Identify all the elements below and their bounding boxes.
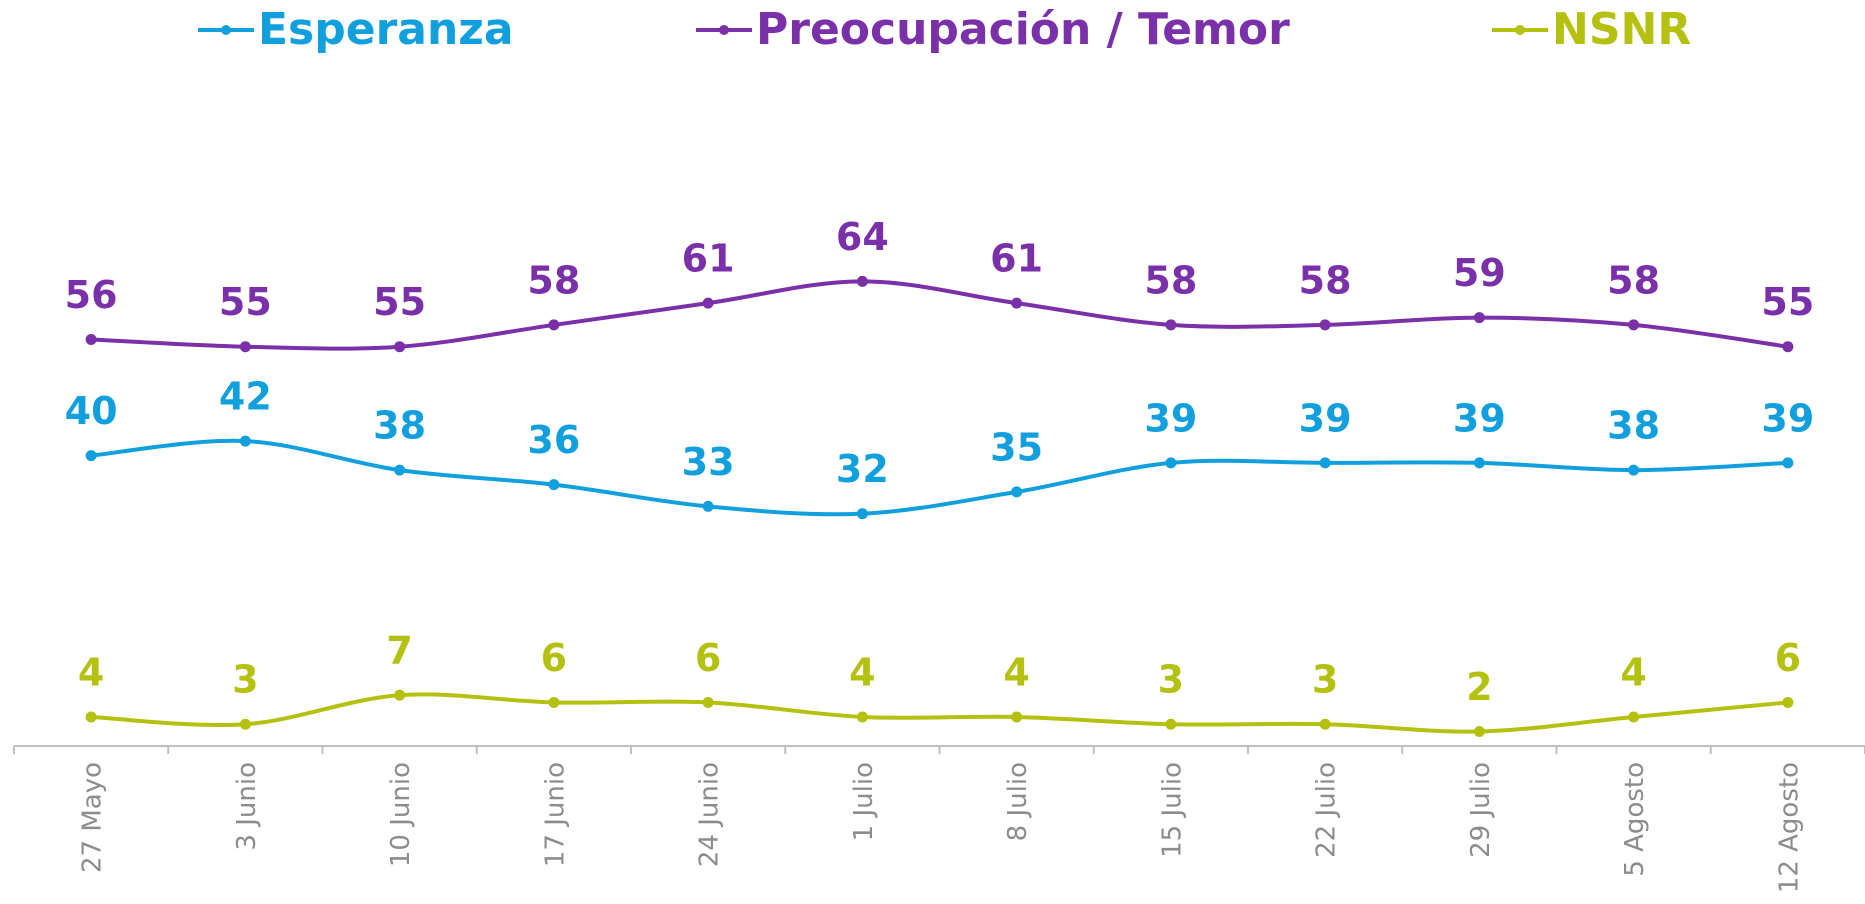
data-label: 6 bbox=[695, 636, 721, 680]
data-point bbox=[548, 479, 560, 491]
data-point bbox=[1473, 725, 1485, 737]
data-label: 39 bbox=[1453, 396, 1506, 440]
x-tick-label: 8 Julio bbox=[1003, 762, 1033, 841]
data-label: 39 bbox=[1144, 396, 1197, 440]
data-label: 55 bbox=[1761, 280, 1814, 324]
data-label: 35 bbox=[990, 425, 1043, 469]
data-point bbox=[1319, 457, 1331, 469]
data-label: 2 bbox=[1466, 665, 1492, 709]
data-label: 59 bbox=[1453, 251, 1506, 295]
data-label: 56 bbox=[65, 273, 118, 317]
data-point bbox=[1782, 341, 1794, 353]
data-point bbox=[239, 718, 251, 730]
data-label: 61 bbox=[682, 237, 735, 281]
data-label: 58 bbox=[1144, 258, 1197, 302]
data-label: 3 bbox=[1158, 658, 1184, 702]
data-point bbox=[1319, 718, 1331, 730]
series-line bbox=[91, 279, 1789, 351]
data-point bbox=[548, 319, 560, 331]
x-tick-label: 15 Julio bbox=[1157, 762, 1187, 858]
data-label: 4 bbox=[1003, 650, 1029, 694]
data-label: 7 bbox=[386, 629, 412, 673]
data-label: 39 bbox=[1299, 396, 1352, 440]
x-tick-label: 5 Agosto bbox=[1620, 762, 1650, 877]
series-line bbox=[90, 438, 1788, 517]
data-point bbox=[394, 689, 406, 701]
data-point bbox=[1628, 464, 1640, 476]
data-label: 42 bbox=[219, 375, 272, 419]
data-point bbox=[1165, 319, 1177, 331]
data-label: 58 bbox=[1607, 258, 1660, 302]
data-label: 32 bbox=[836, 447, 889, 491]
data-point bbox=[85, 450, 97, 462]
x-tick-label: 17 Junio bbox=[540, 762, 570, 867]
data-point bbox=[1319, 319, 1331, 331]
series-line bbox=[91, 692, 1789, 734]
x-tick-label: 3 Junio bbox=[232, 762, 262, 851]
legend-label: Esperanza bbox=[258, 4, 514, 55]
data-point bbox=[856, 275, 868, 287]
data-point bbox=[1165, 457, 1177, 469]
data-label: 38 bbox=[1607, 404, 1660, 448]
data-label: 3 bbox=[1312, 658, 1338, 702]
legend-label: NSNR bbox=[1552, 4, 1691, 55]
data-point bbox=[702, 297, 714, 309]
data-label: 3 bbox=[232, 658, 258, 702]
data-label: 4 bbox=[849, 650, 875, 694]
legend-label: Preocupación / Temor bbox=[756, 4, 1290, 55]
data-point bbox=[1473, 312, 1485, 324]
x-tick-label: 24 Junio bbox=[695, 762, 725, 867]
data-point bbox=[394, 464, 406, 476]
data-label: 6 bbox=[541, 636, 567, 680]
x-tick-label: 27 Mayo bbox=[78, 762, 108, 873]
data-point bbox=[1011, 711, 1023, 723]
data-label: 38 bbox=[373, 404, 426, 448]
data-label: 39 bbox=[1761, 396, 1814, 440]
data-point bbox=[1011, 297, 1023, 309]
data-point bbox=[702, 696, 714, 708]
data-point bbox=[1165, 718, 1177, 730]
data-point bbox=[85, 711, 97, 723]
data-label: 33 bbox=[682, 440, 735, 484]
data-point bbox=[856, 711, 868, 723]
data-point bbox=[702, 500, 714, 512]
data-point bbox=[1628, 319, 1640, 331]
x-tick-label: 1 Julio bbox=[849, 762, 879, 841]
data-point bbox=[548, 696, 560, 708]
data-point bbox=[1011, 486, 1023, 498]
legend-dot bbox=[1515, 25, 1525, 35]
legend-dot bbox=[719, 25, 729, 35]
data-point bbox=[1473, 457, 1485, 469]
data-label: 4 bbox=[1620, 650, 1646, 694]
x-tick-label: 12 Agosto bbox=[1774, 762, 1804, 893]
data-label: 36 bbox=[527, 418, 580, 462]
data-point bbox=[1628, 711, 1640, 723]
data-point bbox=[1782, 696, 1794, 708]
x-tick-label: 22 Julio bbox=[1312, 762, 1342, 858]
data-label: 40 bbox=[65, 389, 118, 433]
data-label: 61 bbox=[990, 237, 1043, 281]
legend-dot bbox=[221, 25, 231, 35]
data-point bbox=[394, 341, 406, 353]
data-label: 55 bbox=[219, 280, 272, 324]
data-point bbox=[856, 508, 868, 520]
data-point bbox=[1782, 457, 1794, 469]
x-tick-label: 10 Junio bbox=[386, 762, 416, 867]
data-label: 64 bbox=[836, 215, 889, 259]
data-label: 55 bbox=[373, 280, 426, 324]
x-tick-label: 29 Julio bbox=[1466, 762, 1496, 858]
data-point bbox=[85, 333, 97, 345]
data-point bbox=[239, 341, 251, 353]
data-label: 6 bbox=[1775, 636, 1801, 680]
data-label: 58 bbox=[1299, 258, 1352, 302]
data-label: 58 bbox=[527, 258, 580, 302]
data-label: 4 bbox=[78, 650, 104, 694]
data-point bbox=[239, 435, 251, 447]
